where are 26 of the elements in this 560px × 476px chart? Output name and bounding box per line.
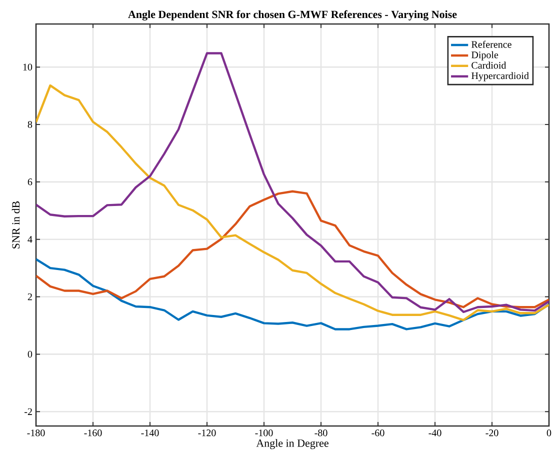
y-tick-label: 6: [28, 178, 32, 186]
x-tick-label: -80: [314, 430, 328, 436]
x-tick-label: -160: [84, 430, 102, 436]
y-tick-label: 2: [28, 293, 32, 300]
x-tick-label: -100: [255, 430, 273, 436]
legend-label: Hypercardioid: [471, 72, 529, 82]
x-tick-label: -60: [372, 430, 384, 436]
legend-label: Reference: [471, 40, 512, 48]
legend-label: Dipole: [471, 51, 498, 60]
y-tick-label: -2: [24, 408, 32, 415]
x-axis-title: Angle in Degree: [256, 439, 328, 450]
legend-label: Cardioid: [472, 62, 506, 69]
x-tick-label: -120: [198, 430, 216, 436]
y-tick-label: 0: [28, 350, 32, 358]
x-tick-label: -180: [27, 430, 45, 436]
x-tick-label: -40: [428, 430, 442, 436]
x-tick-label: 0: [546, 430, 552, 436]
y-tick-label: 4: [28, 236, 32, 243]
chart-title: Angle Dependent SNR for chosen G-MWF References - Varying Noise: [128, 10, 457, 20]
y-tick-label: 10: [23, 64, 32, 70]
y-axis-title: SNR in dB: [12, 201, 20, 248]
x-tick-label: -20: [486, 430, 498, 436]
line-series: [36, 258, 549, 330]
x-tick-label: -140: [141, 430, 159, 436]
line-series: [36, 190, 549, 308]
y-tick-label: 8: [28, 121, 32, 128]
